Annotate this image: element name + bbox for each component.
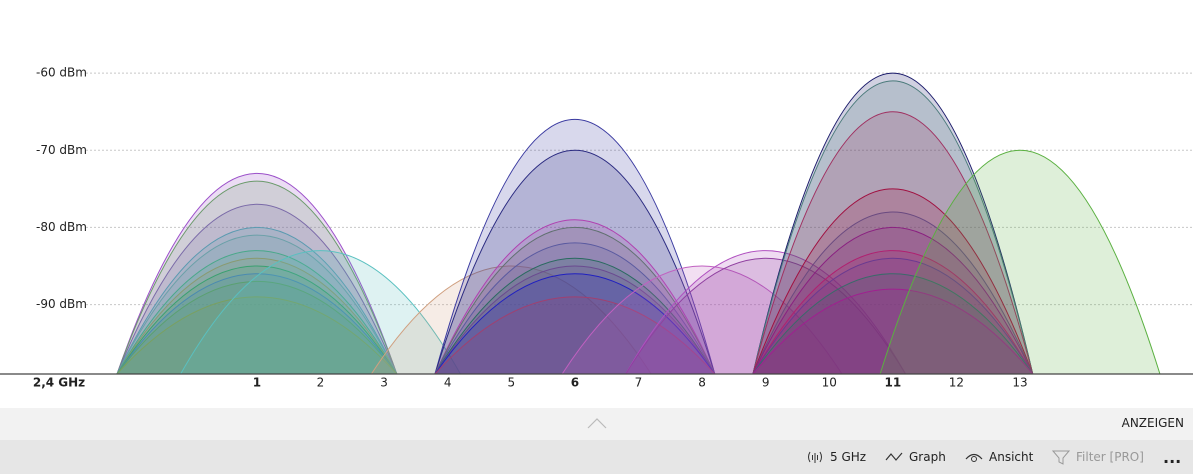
network-arc: [116, 257, 398, 375]
x-tick-label: 3: [380, 376, 388, 390]
band-label[interactable]: 5 GHz: [830, 450, 867, 464]
network-arc: [624, 257, 907, 375]
x-tick-label: 5: [507, 376, 515, 390]
view-label[interactable]: Ansicht: [989, 450, 1034, 464]
y-tick-label: -90 dBm: [36, 297, 87, 311]
network-arc: [434, 150, 716, 375]
expand-label[interactable]: ANZEIGEN: [1121, 416, 1184, 430]
network-arc: [179, 250, 462, 375]
network-arc: [434, 273, 716, 375]
band-button[interactable]: 5 GHz: [806, 440, 866, 474]
network-arc: [116, 281, 398, 375]
expand-caret[interactable]: [0, 408, 1193, 440]
band-label: 2,4 GHz: [33, 376, 85, 390]
graph-button[interactable]: Graph: [885, 440, 946, 474]
filter-icon: [1052, 450, 1070, 465]
network-arc: [624, 250, 907, 375]
filter-button[interactable]: Filter [PRO]: [1052, 440, 1144, 474]
network-arc: [752, 111, 1034, 375]
x-tick-label: 4: [444, 376, 452, 390]
network-arc: [752, 188, 1034, 375]
view-button[interactable]: Ansicht: [965, 440, 1033, 474]
axis: 2,4 GHz 1 2 3 4 5 6 7 8 9 10 11 12 13: [0, 373, 1193, 390]
network-arc: [879, 150, 1161, 375]
x-tick-label: 2: [317, 376, 325, 390]
x-tick-label: 10: [822, 376, 837, 390]
network-arc: [434, 265, 716, 375]
network-arc: [115, 296, 398, 375]
chart: -50 dBm -60 dBm -70 dBm -80 dBm -90 dBm 2,4 …: [0, 0, 1193, 390]
x-tick-label: 9: [762, 376, 770, 390]
network-arc: [434, 227, 716, 375]
network-arc: [434, 242, 716, 375]
network-arc: [561, 265, 843, 375]
network-arc: [433, 296, 716, 375]
antenna-icon: [808, 451, 822, 463]
x-tick-label: 13: [1012, 376, 1027, 390]
network-arc: [752, 250, 1034, 375]
x-tick-label: 8: [698, 376, 706, 390]
network-arc: [752, 257, 1034, 375]
y-tick-label: -70 dBm: [36, 143, 87, 157]
network-arc: [116, 227, 398, 375]
expand-bar[interactable]: ANZEIGEN: [0, 408, 1193, 440]
network-arc: [752, 211, 1034, 375]
x-tick-label: 7: [635, 376, 643, 390]
x-tick-label: 11: [884, 376, 901, 390]
y-tick-label: -50 dBm: [36, 0, 87, 3]
y-tick-label: -60 dBm: [36, 66, 87, 80]
network-arc: [116, 204, 398, 375]
network-arc: [116, 234, 398, 375]
more-button[interactable]: ...: [1163, 447, 1182, 467]
graph-label[interactable]: Graph: [909, 450, 946, 464]
y-tick-label: -80 dBm: [36, 220, 87, 234]
graph-icon: [885, 452, 903, 461]
toolbar: 5 GHz Graph Ansicht Filter [PRO] ...: [0, 440, 1193, 474]
network-arc: [116, 265, 398, 375]
grid: -50 dBm -60 dBm -70 dBm -80 dBm -90 dBm: [36, 0, 1193, 311]
eye-icon: [965, 453, 983, 462]
network-arc: [434, 119, 716, 375]
network-arc: [751, 273, 1034, 375]
networks: [115, 72, 1161, 375]
network-arc: [752, 227, 1034, 375]
x-tick-label: 6: [571, 376, 579, 390]
network-arc: [751, 288, 1034, 375]
x-tick-label: 12: [949, 376, 964, 390]
network-arc: [116, 180, 398, 375]
filter-label[interactable]: Filter [PRO]: [1076, 450, 1144, 464]
x-tick-label: 1: [253, 376, 261, 390]
network-arc: [116, 250, 398, 375]
network-arc: [116, 273, 398, 375]
